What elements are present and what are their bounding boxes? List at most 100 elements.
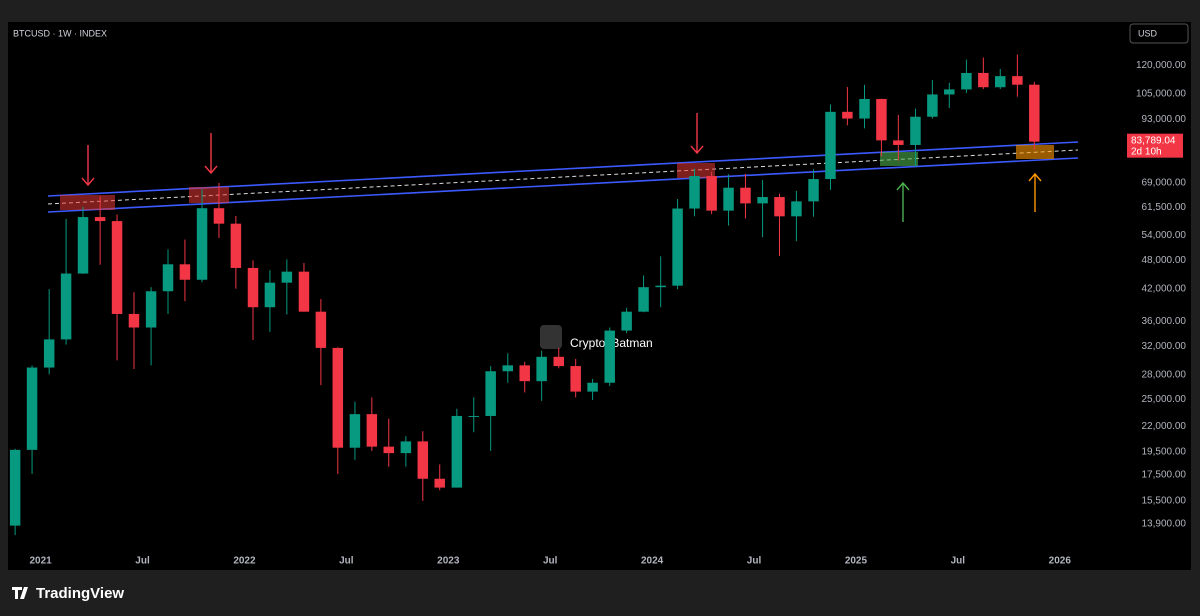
candle-body (111, 221, 123, 314)
y-tick-label: 54,000.00 (1142, 230, 1187, 241)
candle-body (400, 441, 412, 454)
y-tick-label: 36,000.00 (1142, 316, 1187, 327)
currency-button[interactable] (1129, 23, 1189, 44)
candle-body (77, 217, 89, 274)
x-tick-label: 2025 (845, 556, 868, 567)
candle-body (60, 273, 72, 340)
y-tick-label: 48,000.00 (1142, 255, 1187, 266)
candle-body (451, 415, 463, 488)
arrow-down (81, 145, 95, 187)
y-tick-label: 105,000.00 (1136, 88, 1186, 99)
candle-body (621, 311, 632, 331)
candle-body (468, 415, 480, 417)
candle-body (893, 140, 904, 145)
candle-body (434, 478, 445, 488)
candle-body (995, 76, 1006, 88)
candle-body (417, 441, 429, 479)
candle-body (553, 356, 564, 367)
y-tick-label: 42,000.00 (1142, 283, 1187, 294)
y-tick-label: 22,000.00 (1142, 421, 1187, 432)
candle-body (264, 282, 276, 308)
candle-body (978, 72, 989, 88)
y-tick-label: 28,000.00 (1142, 370, 1187, 381)
candle-body (825, 111, 836, 180)
candle-body (502, 365, 514, 372)
zone-red (189, 187, 229, 203)
candle-body (128, 313, 140, 328)
candle-body (298, 271, 310, 312)
y-tick-label: 25,000.00 (1142, 394, 1187, 405)
candle-body (230, 223, 242, 268)
zone-green (880, 152, 918, 166)
candle-body (196, 208, 208, 280)
y-tick-label: 69,000.00 (1142, 178, 1187, 189)
y-tick-label: 32,000.00 (1142, 341, 1187, 352)
candle-body (9, 449, 21, 526)
candle-body (179, 264, 191, 280)
candle-body (247, 267, 259, 308)
arrow-down (690, 113, 704, 155)
zone-orange (1016, 145, 1054, 159)
candle-body (723, 187, 734, 211)
candle-body (332, 347, 344, 448)
candle-body (944, 89, 955, 95)
candle-body (808, 179, 819, 202)
candle-body (791, 201, 802, 217)
zone-red (60, 195, 115, 210)
candle-body (349, 414, 361, 448)
candle-body (774, 197, 785, 217)
candle-body (281, 271, 293, 283)
candle-body (162, 264, 174, 292)
candle-body (26, 367, 38, 450)
last-price-label: 83,789.04 (1131, 135, 1176, 146)
y-tick-label: 19,500.00 (1142, 447, 1187, 458)
x-tick-label: 2026 (1049, 556, 1072, 567)
annotations (47, 113, 1079, 222)
symbol-info: BTCUSD · 1W · INDEX (13, 28, 107, 38)
candle-body (672, 208, 683, 286)
countdown: 2d 10h (1131, 146, 1162, 157)
y-tick-label: 17,500.00 (1142, 470, 1187, 481)
candle-body (570, 366, 581, 392)
x-tick-label: 2021 (29, 556, 52, 567)
candle-body (740, 187, 751, 204)
x-tick-label: 2022 (233, 556, 256, 567)
currency-label: USD (1138, 28, 1158, 38)
y-tick-label: 15,500.00 (1142, 496, 1187, 507)
candle-body (961, 72, 972, 90)
arrow-up (1028, 172, 1042, 212)
candle-body (213, 208, 225, 224)
candle-body (1012, 76, 1023, 85)
candle-body (43, 339, 55, 368)
y-tick-label: 120,000.00 (1136, 60, 1186, 71)
x-tick-label: Jul (747, 556, 762, 567)
arrow-up (896, 181, 910, 222)
candle-body (910, 116, 921, 145)
candle-body (519, 365, 530, 382)
y-tick-label: 93,000.00 (1142, 114, 1187, 125)
y-tick-label: 61,500.00 (1142, 202, 1187, 213)
candle-body (638, 287, 649, 312)
avatar (540, 325, 562, 349)
candle-body (315, 311, 327, 348)
candle-body (689, 176, 700, 209)
x-tick-label: Jul (951, 556, 966, 567)
zone-red (677, 163, 715, 178)
x-tick-label: 2024 (641, 556, 664, 567)
candle-body (604, 330, 615, 383)
arrow-down (204, 133, 218, 175)
candle-body (145, 291, 157, 328)
candle-body (587, 382, 598, 392)
brand: TradingView (36, 585, 124, 602)
candle-body (859, 98, 870, 119)
chart-panel (8, 22, 1191, 570)
brand-logo (12, 587, 28, 599)
x-tick-label: Jul (135, 556, 150, 567)
candle-body (383, 446, 395, 454)
candle-body (706, 176, 717, 211)
x-tick-label: Jul (543, 556, 558, 567)
candle-body (536, 356, 547, 382)
x-tick-label: Jul (339, 556, 354, 567)
last-price-box (1127, 133, 1183, 158)
